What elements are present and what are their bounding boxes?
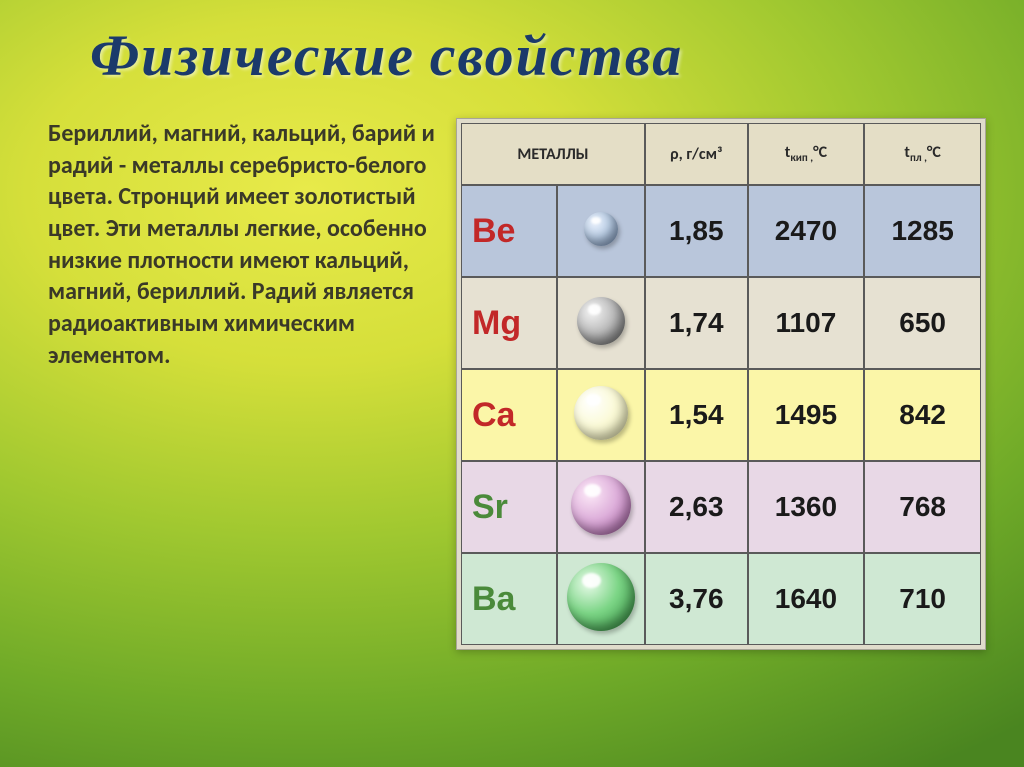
density-value: 2,63 [645, 461, 748, 553]
element-sphere-cell [557, 277, 645, 369]
element-sphere-cell [557, 553, 645, 645]
tmelt-value: 650 [864, 277, 981, 369]
tboil-value: 1360 [748, 461, 865, 553]
density-value: 1,85 [645, 185, 748, 277]
density-value: 1,54 [645, 369, 748, 461]
table-row: Sr 2,631360768 [461, 461, 981, 553]
density-value: 1,74 [645, 277, 748, 369]
element-symbol: Ca [461, 369, 557, 461]
col-tboil: tкип ,°C [748, 123, 865, 185]
col-tmelt: tпл ,°C [864, 123, 981, 185]
atom-sphere-icon [571, 475, 631, 535]
tmelt-value: 710 [864, 553, 981, 645]
element-sphere-cell [557, 461, 645, 553]
atom-sphere-icon [577, 297, 625, 345]
atom-sphere-icon [574, 386, 628, 440]
tboil-value: 2470 [748, 185, 865, 277]
metals-table-wrap: МЕТАЛЛЫ ρ, г/см³ tкип ,°C tпл ,°C Be 1,85… [456, 118, 986, 650]
tmelt-value: 1285 [864, 185, 981, 277]
element-symbol: Be [461, 185, 557, 277]
element-symbol: Mg [461, 277, 557, 369]
element-sphere-cell [557, 369, 645, 461]
page-title: Физические свойства [0, 0, 1024, 90]
table-row: Be 1,8524701285 [461, 185, 981, 277]
col-density: ρ, г/см³ [645, 123, 748, 185]
metals-table: МЕТАЛЛЫ ρ, г/см³ tкип ,°C tпл ,°C Be 1,85… [461, 123, 981, 645]
density-value: 3,76 [645, 553, 748, 645]
element-symbol: Sr [461, 461, 557, 553]
col-metals: МЕТАЛЛЫ [461, 123, 645, 185]
table-row: Ca 1,541495842 [461, 369, 981, 461]
tmelt-value: 768 [864, 461, 981, 553]
atom-sphere-icon [584, 212, 618, 246]
content-row: Бериллий, магний, кальций, барий и радий… [0, 90, 1024, 650]
atom-sphere-icon [567, 563, 635, 631]
description-paragraph: Бериллий, магний, кальций, барий и радий… [48, 118, 438, 650]
table-row: Ba 3,761640710 [461, 553, 981, 645]
table-header-row: МЕТАЛЛЫ ρ, г/см³ tкип ,°C tпл ,°C [461, 123, 981, 185]
tmelt-value: 842 [864, 369, 981, 461]
table-row: Mg 1,741107650 [461, 277, 981, 369]
element-symbol: Ba [461, 553, 557, 645]
tboil-value: 1495 [748, 369, 865, 461]
element-sphere-cell [557, 185, 645, 277]
tboil-value: 1107 [748, 277, 865, 369]
tboil-value: 1640 [748, 553, 865, 645]
